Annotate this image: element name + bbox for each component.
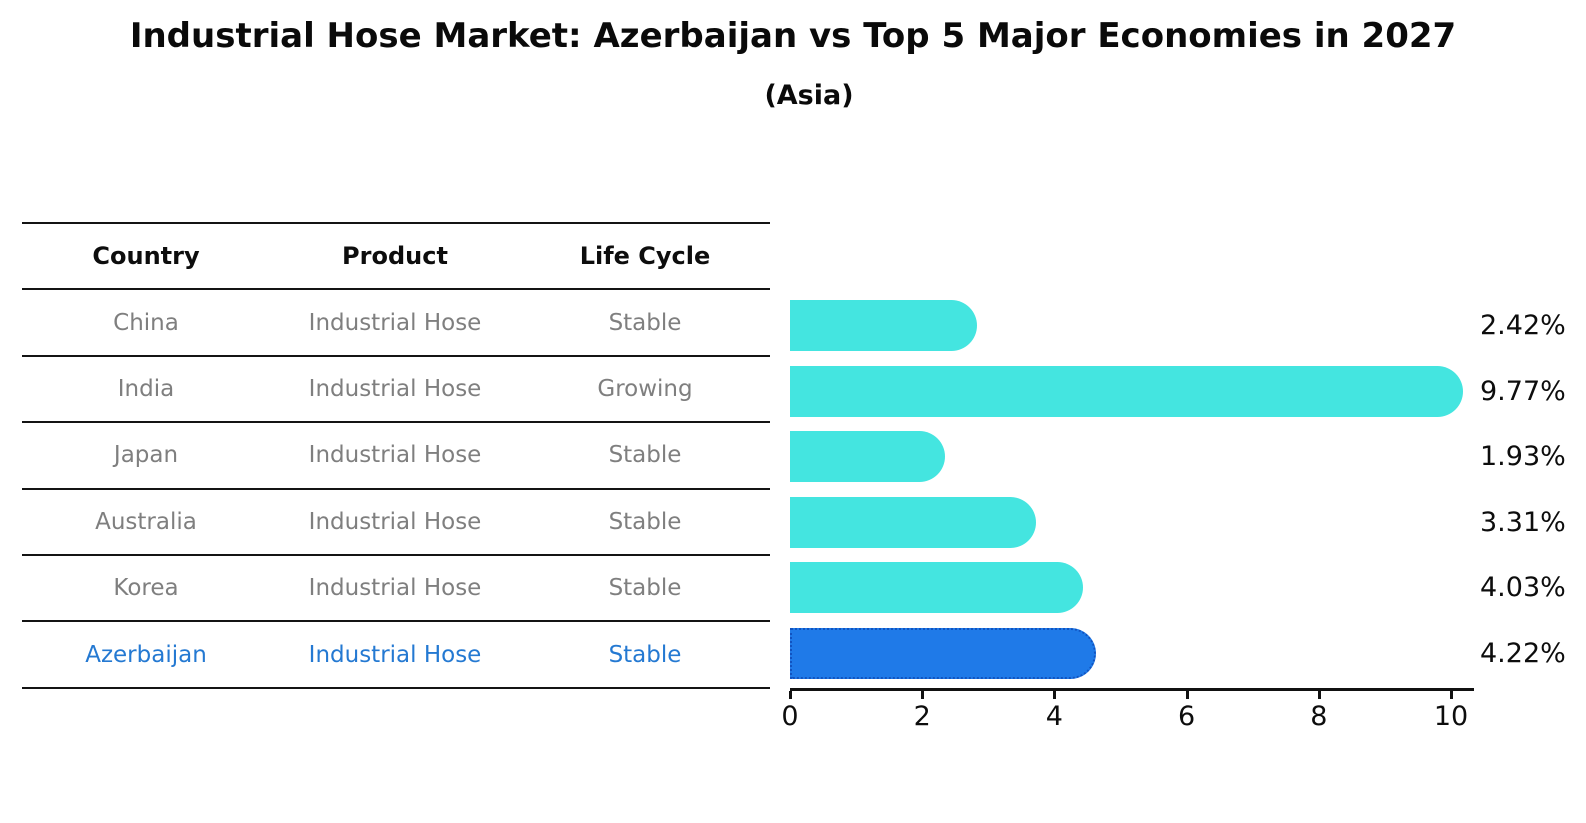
- table-row-china: China Industrial Hose Stable: [22, 288, 770, 354]
- table-header-row: Country Product Life Cycle: [22, 222, 770, 288]
- product-cell: Industrial Hose: [308, 442, 482, 469]
- x-tick-4: [1053, 691, 1057, 699]
- x-tick-2: [921, 691, 925, 699]
- column-header-product: Product: [342, 242, 448, 271]
- bar-china: [790, 300, 977, 351]
- data-table: Country Product Life Cycle China Industr…: [22, 222, 770, 689]
- country-cell: Korea: [113, 575, 179, 602]
- x-tick-label-8: 8: [1310, 701, 1328, 732]
- country-cell: Japan: [113, 442, 179, 469]
- x-tick-label-0: 0: [781, 701, 799, 732]
- bar-australia: [790, 496, 1036, 548]
- value-label-australia: 3.31%: [1480, 506, 1566, 538]
- chart-subtitle: (Asia): [764, 80, 854, 111]
- table-row-india: India Industrial Hose Growing: [22, 354, 770, 421]
- table-row-australia: Australia Industrial Hose Stable: [22, 487, 770, 554]
- value-label-korea: 4.03%: [1480, 572, 1566, 603]
- x-tick-6: [1185, 691, 1189, 699]
- x-tick-8: [1317, 691, 1321, 699]
- x-tick-label-6: 6: [1178, 701, 1196, 732]
- x-tick-label-10: 10: [1433, 701, 1469, 732]
- country-cell: India: [117, 375, 175, 402]
- value-label-china: 2.42%: [1480, 310, 1566, 341]
- x-tick-0: [789, 691, 792, 699]
- product-cell: Industrial Hose: [308, 641, 482, 668]
- bar-korea: [790, 562, 1084, 613]
- life-cycle-cell: Stable: [608, 641, 682, 668]
- product-cell: Industrial Hose: [308, 508, 482, 535]
- x-tick-label-4: 4: [1045, 701, 1063, 732]
- table-row-azerbaijan: Azerbaijan Industrial Hose Stable: [22, 620, 770, 686]
- table-row-korea: Korea Industrial Hose Stable: [22, 553, 770, 620]
- x-tick-label-2: 2: [913, 701, 931, 732]
- bar-japan: [790, 431, 945, 482]
- life-cycle-cell: Stable: [608, 508, 682, 535]
- value-label-india: 9.77%: [1480, 375, 1566, 407]
- country-cell: Australia: [95, 508, 197, 535]
- country-cell: Azerbaijan: [85, 641, 207, 668]
- country-cell: China: [113, 309, 179, 336]
- product-cell: Industrial Hose: [308, 309, 482, 336]
- column-header-life-cycle: Life Cycle: [579, 242, 711, 271]
- column-header-country: Country: [92, 242, 200, 271]
- x-tick-10: [1450, 691, 1453, 699]
- bar-india: [790, 365, 1463, 417]
- x-axis-line: [790, 688, 1474, 691]
- bar-azerbaijan: [790, 627, 1096, 679]
- table-row-japan: Japan Industrial Hose Stable: [22, 421, 770, 487]
- value-label-japan: 1.93%: [1480, 441, 1566, 472]
- chart-title: Industrial Hose Market: Azerbaijan vs To…: [129, 16, 1457, 56]
- life-cycle-cell: Stable: [608, 309, 682, 336]
- product-cell: Industrial Hose: [308, 575, 482, 602]
- life-cycle-cell: Stable: [608, 575, 682, 602]
- life-cycle-cell: Stable: [608, 442, 682, 469]
- life-cycle-cell: Growing: [597, 375, 693, 402]
- product-cell: Industrial Hose: [308, 375, 482, 402]
- value-label-azerbaijan: 4.22%: [1480, 637, 1566, 669]
